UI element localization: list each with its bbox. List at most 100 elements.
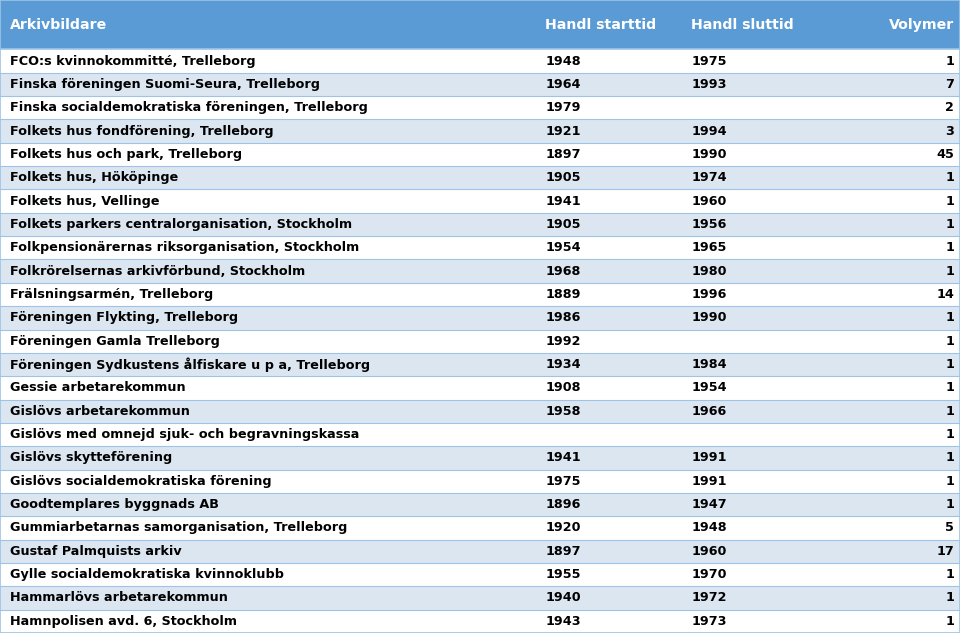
Text: 17: 17 [937,545,954,558]
Text: 1975: 1975 [691,54,727,68]
Bar [0,399,960,423]
Text: 1905: 1905 [545,172,581,184]
Text: 1948: 1948 [691,522,727,534]
Bar [0,470,960,493]
Text: FCO:s kvinnokommitté, Trelleborg: FCO:s kvinnokommitté, Trelleborg [10,54,255,68]
Text: Folkrörelsernas arkivförbund, Stockholm: Folkrörelsernas arkivförbund, Stockholm [10,265,305,278]
Bar [0,166,960,189]
Text: Handl sluttid: Handl sluttid [691,18,794,32]
Bar [0,0,960,49]
Text: Gislövs skytteförening: Gislövs skytteförening [10,451,172,465]
Text: 1: 1 [946,475,954,488]
Text: 1970: 1970 [691,568,727,581]
Text: 1990: 1990 [691,148,727,161]
Text: 1992: 1992 [545,335,581,348]
Bar [0,283,960,306]
Text: 1947: 1947 [691,498,727,511]
Text: 1991: 1991 [691,475,727,488]
Text: 1941: 1941 [545,194,581,208]
Text: 1920: 1920 [545,522,581,534]
Text: 1954: 1954 [545,241,581,254]
Bar [0,446,960,470]
Text: Gylle socialdemokratiska kvinnoklubb: Gylle socialdemokratiska kvinnoklubb [10,568,283,581]
Text: 1: 1 [946,358,954,371]
Text: 1: 1 [946,404,954,418]
Bar [0,493,960,517]
Text: 1: 1 [946,265,954,278]
Text: 1: 1 [946,172,954,184]
Text: Folkets hus, Vellinge: Folkets hus, Vellinge [10,194,159,208]
Text: 1896: 1896 [545,498,581,511]
Bar [0,96,960,120]
Text: Finska föreningen Suomi-Seura, Trelleborg: Finska föreningen Suomi-Seura, Trellebor… [10,78,320,91]
Text: Folkets parkers centralorganisation, Stockholm: Folkets parkers centralorganisation, Sto… [10,218,351,231]
Text: 1972: 1972 [691,591,727,605]
Text: 1948: 1948 [545,54,581,68]
Text: 1941: 1941 [545,451,581,465]
Text: 1964: 1964 [545,78,581,91]
Bar [0,539,960,563]
Text: Frälsningsarmén, Trelleborg: Frälsningsarmén, Trelleborg [10,288,213,301]
Bar [0,423,960,446]
Text: 1: 1 [946,568,954,581]
Text: 3: 3 [946,125,954,137]
Text: 1934: 1934 [545,358,581,371]
Text: 1979: 1979 [545,101,581,114]
Text: Gustaf Palmquists arkiv: Gustaf Palmquists arkiv [10,545,181,558]
Bar [0,120,960,143]
Bar [0,73,960,96]
Text: 1: 1 [946,451,954,465]
Text: Folkets hus fondförening, Trelleborg: Folkets hus fondförening, Trelleborg [10,125,274,137]
Text: Föreningen Flykting, Trelleborg: Föreningen Flykting, Trelleborg [10,311,238,324]
Text: Folkets hus, Hököpinge: Folkets hus, Hököpinge [10,172,178,184]
Bar [0,236,960,260]
Bar [0,610,960,633]
Bar [0,586,960,610]
Bar [0,563,960,586]
Text: 1991: 1991 [691,451,727,465]
Bar [0,306,960,330]
Text: 1990: 1990 [691,311,727,324]
Text: Gessie arbetarekommun: Gessie arbetarekommun [10,381,185,394]
Text: Folkpensionärernas riksorganisation, Stockholm: Folkpensionärernas riksorganisation, Sto… [10,241,359,254]
Text: 1954: 1954 [691,381,727,394]
Text: Föreningen Sydkustens ålfiskare u p a, Trelleborg: Föreningen Sydkustens ålfiskare u p a, T… [10,357,370,372]
Text: 1968: 1968 [545,265,581,278]
Text: 1973: 1973 [691,615,727,628]
Text: 1: 1 [946,591,954,605]
Text: 1889: 1889 [545,288,581,301]
Text: 1955: 1955 [545,568,581,581]
Text: Volymer: Volymer [889,18,954,32]
Text: 1966: 1966 [691,404,727,418]
Text: 1974: 1974 [691,172,727,184]
Text: 1: 1 [946,241,954,254]
Text: 1: 1 [946,615,954,628]
Bar [0,353,960,376]
Text: 1: 1 [946,428,954,441]
Text: 1: 1 [946,381,954,394]
Text: 1908: 1908 [545,381,581,394]
Text: 1984: 1984 [691,358,727,371]
Text: Föreningen Gamla Trelleborg: Föreningen Gamla Trelleborg [10,335,220,348]
Text: 1986: 1986 [545,311,581,324]
Text: 1975: 1975 [545,475,581,488]
Text: Folkets hus och park, Trelleborg: Folkets hus och park, Trelleborg [10,148,242,161]
Text: 1921: 1921 [545,125,581,137]
Text: 1940: 1940 [545,591,581,605]
Text: 1960: 1960 [691,194,727,208]
Bar [0,260,960,283]
Text: 1905: 1905 [545,218,581,231]
Text: 1960: 1960 [691,545,727,558]
Text: 1: 1 [946,498,954,511]
Text: 1897: 1897 [545,148,581,161]
Text: 7: 7 [946,78,954,91]
Text: Gummiarbetarnas samorganisation, Trelleborg: Gummiarbetarnas samorganisation, Trelleb… [10,522,347,534]
Text: 1993: 1993 [691,78,727,91]
Text: Gislövs arbetarekommun: Gislövs arbetarekommun [10,404,189,418]
Text: 1: 1 [946,194,954,208]
Text: 1980: 1980 [691,265,727,278]
Text: Hammarlövs arbetarekommun: Hammarlövs arbetarekommun [10,591,228,605]
Text: 1994: 1994 [691,125,727,137]
Bar [0,213,960,236]
Text: 1: 1 [946,335,954,348]
